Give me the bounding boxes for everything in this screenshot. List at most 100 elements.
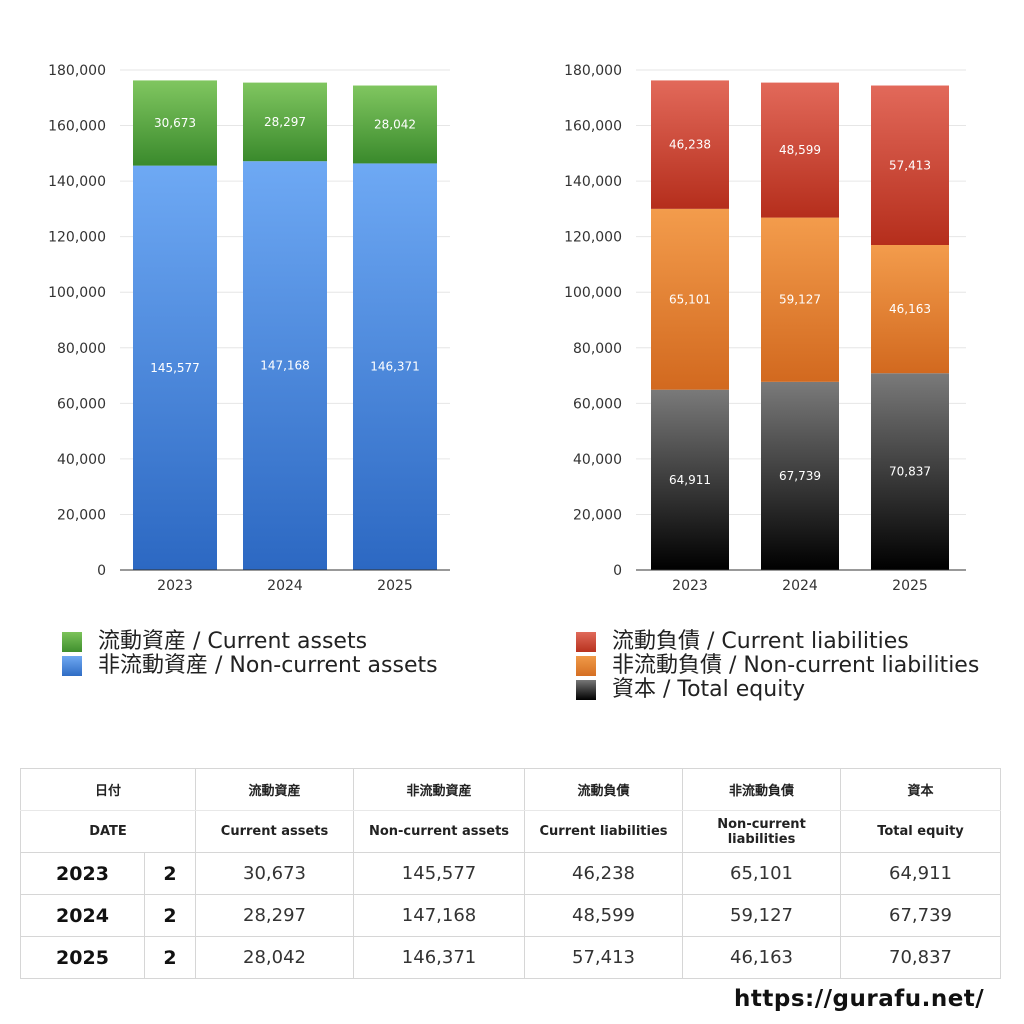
cell-value: 70,837 — [840, 936, 1002, 979]
data-label: 28,297 — [264, 115, 306, 129]
row-year: 2024 — [20, 894, 145, 937]
liabilities-legend: 流動負債 / Current liabilities 非流動負債 / Non-c… — [576, 630, 979, 702]
header-cell: Non-current liabilities — [682, 810, 842, 853]
x-tick-label: 2025 — [377, 578, 413, 594]
x-tick-label: 2024 — [782, 578, 818, 594]
bar-segment — [871, 85, 949, 246]
bar-segment — [133, 165, 217, 570]
bar-segment — [243, 161, 327, 570]
y-tick-label: 100,000 — [48, 285, 106, 301]
table-header-jp: 日付 流動資産 非流動資産 流動負債 非流動負債 資本 — [19, 768, 1002, 811]
header-cell: Total equity — [840, 810, 1002, 853]
cell-value: 64,911 — [840, 852, 1002, 895]
cell-value: 65,101 — [682, 852, 842, 895]
header-cell: 流動負債 — [524, 768, 684, 811]
legend-swatch-non-current-liabilities — [576, 656, 596, 676]
cell-value: 28,297 — [195, 894, 355, 937]
y-tick-label: 120,000 — [48, 230, 106, 246]
legend-label: 非流動資産 / Non-current assets — [98, 653, 438, 678]
bar-segment — [353, 163, 437, 571]
x-tick-label: 2025 — [892, 578, 928, 594]
bar-segment — [651, 80, 729, 209]
row-count: 2 — [143, 852, 197, 895]
bar-segment — [353, 85, 437, 164]
legend-label: 流動資産 / Current assets — [98, 629, 368, 654]
cell-value: 28,042 — [195, 936, 355, 979]
y-tick-label: 180,000 — [48, 63, 106, 79]
x-tick-label: 2023 — [157, 578, 193, 594]
header-cell: 非流動資産 — [353, 768, 526, 811]
row-count: 2 — [143, 936, 197, 979]
data-label: 70,837 — [889, 465, 931, 479]
data-label: 59,127 — [779, 293, 821, 307]
bar-segment — [871, 245, 949, 374]
y-tick-label: 0 — [613, 563, 622, 579]
y-tick-label: 100,000 — [564, 285, 622, 301]
cell-value: 67,739 — [840, 894, 1002, 937]
header-cell: 日付 — [19, 768, 197, 811]
x-tick-label: 2024 — [267, 578, 303, 594]
data-label: 28,042 — [374, 117, 416, 131]
assets-legend: 流動資産 / Current assets 非流動資産 / Non-curren… — [62, 630, 438, 678]
legend-label: 非流動負債 / Non-current liabilities — [612, 653, 980, 678]
legend-item-non-current-liabilities: 非流動負債 / Non-current liabilities — [576, 654, 979, 678]
cell-value: 59,127 — [682, 894, 842, 937]
legend-item-non-current-assets: 非流動資産 / Non-current assets — [62, 654, 438, 678]
data-label: 65,101 — [669, 292, 711, 306]
bar-segment — [761, 217, 839, 382]
charts-canvas: 0 20,000 40,000 60,000 80,000 100,000 120,000 1… — [48, 63, 966, 594]
bar-segment — [243, 82, 327, 162]
legend-label: 資本 / Total equity — [612, 677, 805, 702]
header-cell: 非流動負債 — [682, 768, 842, 811]
table-row: 2023 2 30,673 145,577 46,238 65,101 64,9… — [20, 852, 1002, 895]
y-tick-label: 60,000 — [57, 396, 106, 412]
cell-value: 145,577 — [353, 852, 526, 895]
legend-swatch-current-liabilities — [576, 632, 596, 652]
bar-segment — [133, 80, 217, 166]
assets-chart: 0 20,000 40,000 60,000 80,000 100,000 120,000 1… — [48, 63, 450, 594]
data-label: 30,673 — [154, 116, 196, 130]
header-cell: 資本 — [840, 768, 1002, 811]
header-cell: Non-current assets — [353, 810, 526, 853]
liabilities-equity-chart: 0 20,000 40,000 60,000 80,000 100,000 120,000 1… — [564, 63, 966, 594]
y-tick-label: 20,000 — [573, 507, 622, 523]
cell-value: 48,599 — [524, 894, 684, 937]
data-label: 64,911 — [669, 473, 711, 487]
x-tick-label: 2023 — [672, 578, 708, 594]
row-year: 2023 — [20, 852, 145, 895]
cell-value: 46,238 — [524, 852, 684, 895]
data-label: 145,577 — [150, 361, 200, 375]
table-row: 2025 2 28,042 146,371 57,413 46,163 70,8… — [20, 936, 1002, 979]
legend-label: 流動負債 / Current liabilities — [612, 629, 909, 654]
y-tick-label: 0 — [97, 563, 106, 579]
data-label: 48,599 — [779, 143, 821, 157]
legend-swatch-non-current-assets — [62, 656, 82, 676]
legend-swatch-total-equity — [576, 680, 596, 700]
table-row: 2024 2 28,297 147,168 48,599 59,127 67,7… — [20, 894, 1002, 937]
legend-swatch-current-assets — [62, 632, 82, 652]
cell-value: 30,673 — [195, 852, 355, 895]
table-header-en: DATE Current assets Non-current assets C… — [19, 810, 1002, 853]
data-table: 日付 流動資産 非流動資産 流動負債 非流動負債 資本 DATE Current… — [19, 768, 1002, 979]
y-tick-label: 80,000 — [573, 341, 622, 357]
data-label: 46,163 — [889, 302, 931, 316]
legend-item-total-equity: 資本 / Total equity — [576, 678, 979, 702]
header-cell: 流動資産 — [195, 768, 355, 811]
y-tick-label: 40,000 — [57, 452, 106, 468]
header-cell: Current liabilities — [524, 810, 684, 853]
header-cell: Current assets — [195, 810, 355, 853]
y-tick-label: 140,000 — [564, 174, 622, 190]
data-label: 146,371 — [370, 360, 420, 374]
cell-value: 146,371 — [353, 936, 526, 979]
y-tick-label: 20,000 — [57, 507, 106, 523]
y-tick-label: 140,000 — [48, 174, 106, 190]
legend-item-current-liabilities: 流動負債 / Current liabilities — [576, 630, 979, 654]
cell-value: 147,168 — [353, 894, 526, 937]
source-url: https://gurafu.net/ — [734, 986, 985, 1012]
row-year: 2025 — [20, 936, 145, 979]
y-tick-label: 40,000 — [573, 452, 622, 468]
data-label: 46,238 — [669, 138, 711, 152]
legend-item-current-assets: 流動資産 / Current assets — [62, 630, 438, 654]
cell-value: 57,413 — [524, 936, 684, 979]
bar-segment — [761, 82, 839, 218]
